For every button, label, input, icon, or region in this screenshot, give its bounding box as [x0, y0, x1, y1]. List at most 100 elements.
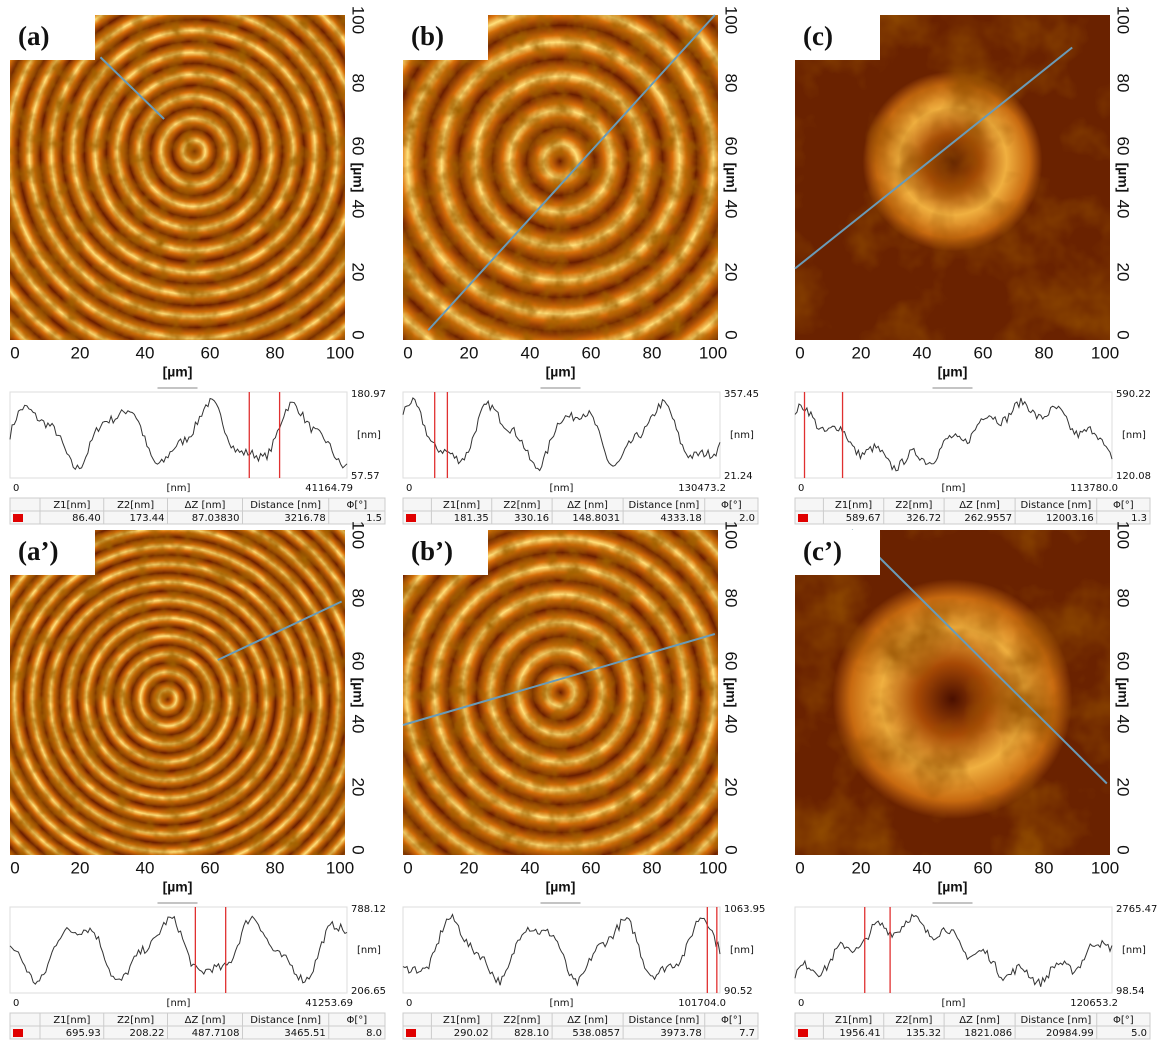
- table-header: Z1[nm]: [443, 1015, 480, 1026]
- y-tick-label: 40: [722, 200, 741, 219]
- profile-curve: [9, 915, 348, 985]
- label-box: [10, 530, 95, 575]
- y-tick-label: 80: [1114, 589, 1133, 608]
- x-tick-label: 0: [795, 858, 804, 877]
- table-cell: 5.0: [1131, 1028, 1147, 1039]
- x-unit: [µm]: [163, 879, 193, 895]
- profile-box: [402, 906, 721, 994]
- profile-unit: [nm]: [730, 430, 754, 441]
- x-tick-label: 80: [643, 858, 662, 877]
- table-header: ΔZ [nm]: [959, 1015, 1000, 1026]
- table-header: Z1[nm]: [443, 500, 480, 511]
- profile-max: 1063.95: [724, 904, 765, 915]
- y-tick-label: 0: [1114, 845, 1133, 854]
- x-tick-label: 80: [266, 343, 285, 362]
- y-tick-label: 40: [722, 715, 741, 734]
- profile-x-unit: [nm]: [550, 998, 574, 1009]
- profile-box: [402, 391, 721, 479]
- x-tick-label: 60: [201, 858, 220, 877]
- x-unit: [µm]: [938, 879, 968, 895]
- x-tick-label: 0: [403, 343, 412, 362]
- profile-start: 0: [13, 483, 19, 494]
- afm-texture: [795, 15, 1110, 340]
- x-tick-label: 60: [201, 343, 220, 362]
- profile-min: 120.08: [1116, 471, 1151, 482]
- table-cell: 135.32: [906, 1028, 941, 1039]
- y-tick-label: 60: [349, 137, 368, 156]
- table-header: Φ[°]: [1113, 1015, 1134, 1026]
- table-header: Z2[nm]: [895, 500, 932, 511]
- y-tick-label: 20: [349, 263, 368, 282]
- x-tick-label: 60: [582, 858, 601, 877]
- y-unit: [µm]: [350, 163, 366, 193]
- profile-curve: [9, 397, 348, 471]
- y-tick-label: 60: [1114, 652, 1133, 671]
- table-header: ΔZ [nm]: [567, 1015, 608, 1026]
- series-swatch: [13, 1029, 23, 1037]
- profile-unit: [nm]: [1122, 430, 1146, 441]
- x-tick-label: 0: [10, 343, 19, 362]
- y-tick-label: 60: [722, 137, 741, 156]
- profile-min: 21.24: [724, 471, 753, 482]
- table-header: Distance [nm]: [629, 1015, 700, 1026]
- table-cell: 3465.51: [284, 1028, 325, 1039]
- table-cell: 148.8031: [572, 513, 620, 524]
- x-tick-label: 60: [974, 343, 993, 362]
- profile-curve: [402, 397, 721, 472]
- panel: (c) 0 0 20 20 40 40 60 60 80 80 100 100 [µm] [µm] 590.2…: [794, 6, 1151, 525]
- profile-max: 788.12: [351, 904, 386, 915]
- profile-end: 113780.0: [1070, 483, 1118, 494]
- profile-curve: [402, 913, 721, 987]
- table-header: ΔZ [nm]: [185, 1015, 226, 1026]
- afm-texture: [795, 530, 1110, 855]
- y-tick-label: 20: [722, 778, 741, 797]
- profile-min: 98.54: [1116, 986, 1145, 997]
- table-header: ΔZ [nm]: [959, 500, 1000, 511]
- table-cell: 487.7108: [192, 1028, 240, 1039]
- series-swatch: [798, 1029, 808, 1037]
- y-tick-label: 100: [349, 6, 368, 34]
- y-tick-label: 20: [722, 263, 741, 282]
- profile-start: 0: [406, 483, 412, 494]
- table-header: Distance [nm]: [250, 1015, 321, 1026]
- table-cell: 3973.78: [660, 1028, 701, 1039]
- x-unit: [µm]: [546, 364, 576, 380]
- profile-max: 357.45: [724, 389, 759, 400]
- panel-label: (c’): [803, 536, 842, 566]
- profile-box: [9, 906, 348, 994]
- profile-end: 41253.69: [305, 998, 353, 1009]
- x-unit: [µm]: [163, 364, 193, 380]
- table-header: Φ[°]: [347, 500, 368, 511]
- x-tick-label: 100: [326, 343, 354, 362]
- x-tick-label: 40: [521, 858, 540, 877]
- panel: (b’) 0 0 20 20 40 40 60 60 80 80 100 100 [µm] [µm] 1063…: [402, 521, 765, 1040]
- panel: (b) 0 0 20 20 40 40 60 60 80 80 100 100 [µm] [µm] 357.4…: [402, 6, 759, 525]
- profile-start: 0: [798, 998, 804, 1009]
- y-unit: [µm]: [350, 678, 366, 708]
- panel-label: (a): [18, 21, 49, 51]
- table-cell: 1821.086: [964, 1028, 1012, 1039]
- profile-curve: [794, 397, 1113, 472]
- x-tick-label: 80: [1035, 343, 1054, 362]
- table-cell: 262.9557: [964, 513, 1012, 524]
- table-cell: 12003.16: [1046, 513, 1094, 524]
- table-cell: 1.5: [366, 513, 382, 524]
- profile-line: [217, 600, 343, 661]
- x-tick-label: 100: [326, 858, 354, 877]
- table-cell: 173.44: [130, 513, 165, 524]
- afm-texture: [403, 530, 718, 855]
- profile-line: [99, 56, 165, 120]
- table-cell: 87.03830: [192, 513, 240, 524]
- profile-unit: [nm]: [730, 945, 754, 956]
- profile-max: 590.22: [1116, 389, 1151, 400]
- table-header: Z1[nm]: [835, 1015, 872, 1026]
- x-tick-label: 40: [913, 858, 932, 877]
- profile-box: [794, 906, 1113, 994]
- profile-unit: [nm]: [1122, 945, 1146, 956]
- table-header: Distance [nm]: [629, 500, 700, 511]
- profile-start: 0: [406, 998, 412, 1009]
- y-tick-label: 100: [722, 6, 741, 34]
- table-cell: 589.67: [846, 513, 881, 524]
- x-tick-label: 20: [460, 343, 479, 362]
